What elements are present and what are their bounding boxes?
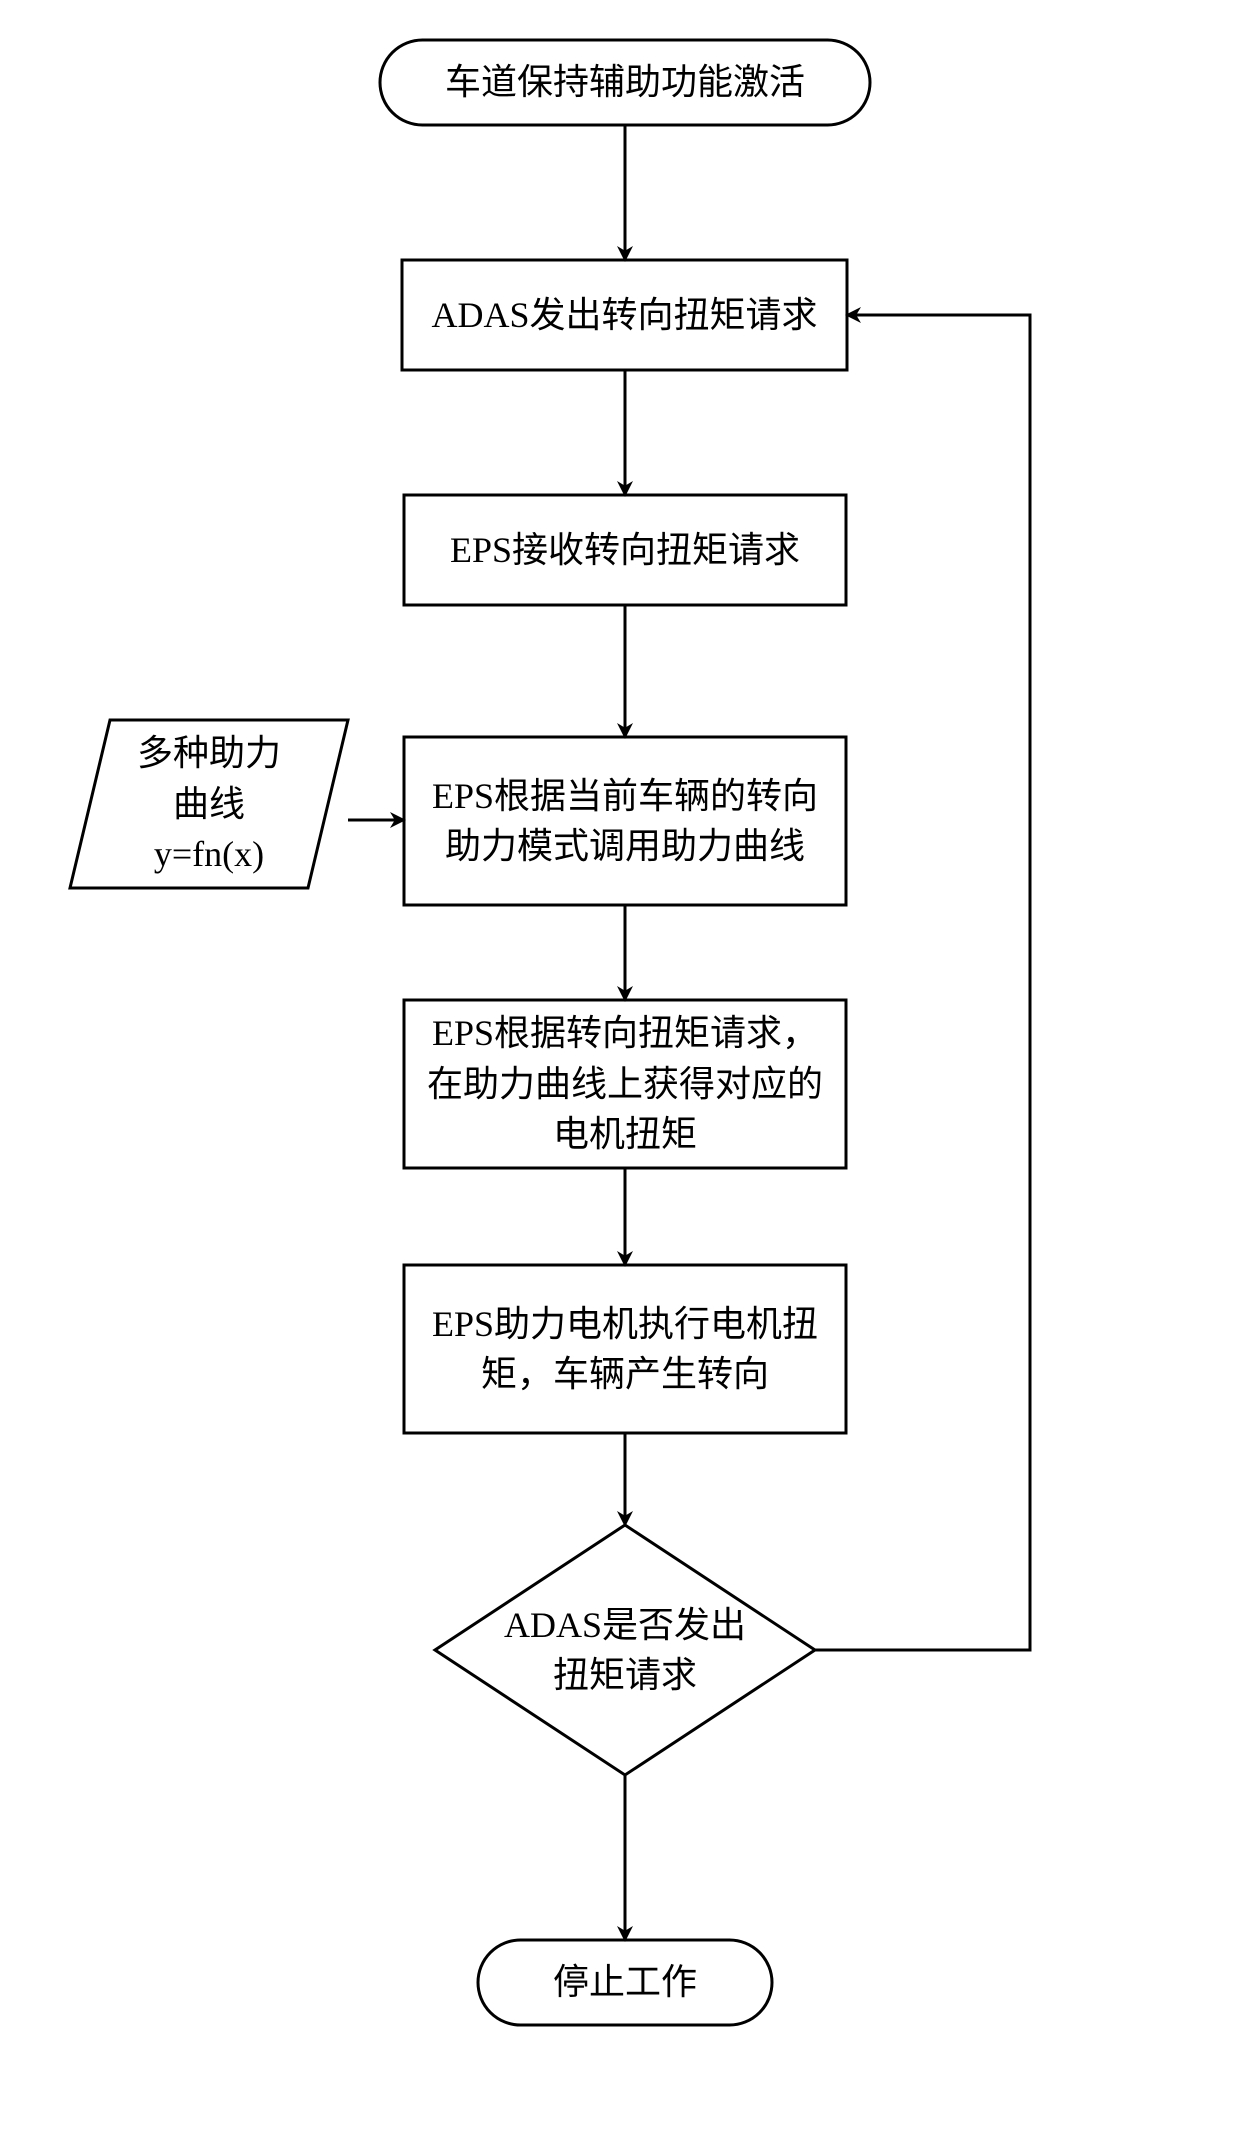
flowchart-canvas (0, 0, 1238, 2131)
